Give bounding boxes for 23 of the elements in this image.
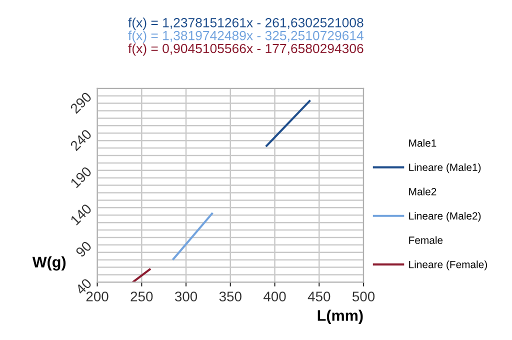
y-tick-label: 190 bbox=[70, 166, 92, 188]
text: f(x) = 1,2378151261x - 261,6302521008 bbox=[128, 18, 364, 30]
text: f(x) = 1,3819742489x - 325,2510729614 bbox=[128, 30, 364, 43]
text: Female bbox=[409, 236, 443, 244]
x-axis-title: L(mm) bbox=[318, 310, 363, 324]
y-axis-title: W(g) bbox=[32, 256, 66, 271]
y-tick-label: 140 bbox=[70, 203, 92, 226]
text: Male1 bbox=[409, 139, 436, 147]
y-tick-label: 290 bbox=[70, 91, 92, 114]
x-tick-label: 500 bbox=[352, 292, 375, 302]
x-tick-label: 200 bbox=[86, 292, 108, 302]
legend-label: Lineare (Male1) bbox=[409, 163, 481, 174]
x-tick-label: 400 bbox=[264, 292, 286, 302]
y-tick-label: 90 bbox=[75, 240, 92, 258]
text: Male2 bbox=[409, 188, 436, 196]
x-tick-label: 250 bbox=[130, 292, 153, 302]
legend-label: Lineare (Female) bbox=[409, 260, 487, 270]
x-tick-label: 350 bbox=[219, 292, 242, 302]
y-tick-label: 240 bbox=[70, 128, 92, 152]
x-tick-label: 450 bbox=[308, 292, 330, 302]
legend-label: Lineare (Male2) bbox=[409, 212, 481, 222]
x-tick-label: 300 bbox=[174, 292, 198, 302]
text: f(x) = 0,9045105566x - 177,6580294306 bbox=[128, 43, 364, 56]
